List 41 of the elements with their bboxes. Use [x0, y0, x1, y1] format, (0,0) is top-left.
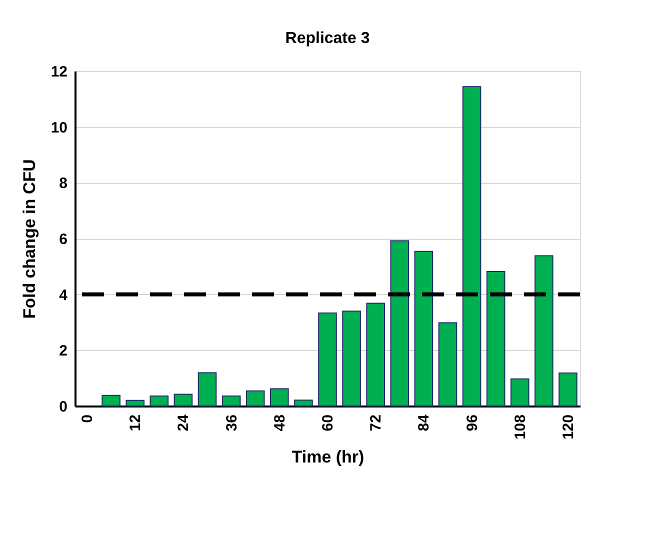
bar [270, 388, 289, 406]
bar [558, 372, 578, 406]
bar [534, 255, 554, 406]
x-tick-label: 48 [271, 414, 288, 432]
x-tick-label: 120 [560, 414, 577, 440]
bar [198, 372, 217, 406]
y-tick-label: 8 [59, 175, 68, 192]
bar [366, 302, 385, 406]
bar [102, 394, 120, 406]
y-tick-label: 2 [59, 342, 68, 360]
bar [318, 312, 337, 406]
bar [222, 395, 241, 406]
bar [126, 400, 145, 406]
bar [414, 250, 434, 406]
x-tick-label: 84 [416, 414, 433, 432]
bar [510, 378, 530, 406]
bar [174, 394, 193, 406]
chart-title: Replicate 3 [285, 30, 370, 47]
bar [486, 270, 506, 406]
y-tick-label: 12 [50, 64, 68, 80]
x-axis-title: Time (hr) [292, 448, 364, 467]
y-tick-label: 0 [59, 398, 68, 416]
x-tick-label: 12 [127, 414, 144, 432]
x-tick-label: 24 [175, 414, 192, 432]
bar [390, 240, 410, 406]
y-tick-label: 6 [59, 231, 68, 248]
x-tick-label: 0 [79, 414, 96, 423]
y-tick-label: 10 [50, 119, 68, 136]
y-tick-label: 4 [59, 286, 68, 304]
bar [342, 310, 361, 406]
y-axis-title: Fold change in CFU [20, 159, 39, 319]
bar [438, 322, 458, 406]
x-tick-label: 108 [512, 414, 529, 440]
bar [294, 400, 313, 406]
bar [462, 86, 482, 406]
bar [150, 395, 169, 406]
x-tick-label: 96 [464, 414, 481, 432]
x-tick-label: 60 [320, 414, 336, 432]
x-tick-label: 36 [223, 414, 240, 432]
bar [246, 390, 265, 406]
x-tick-label: 72 [368, 414, 385, 432]
